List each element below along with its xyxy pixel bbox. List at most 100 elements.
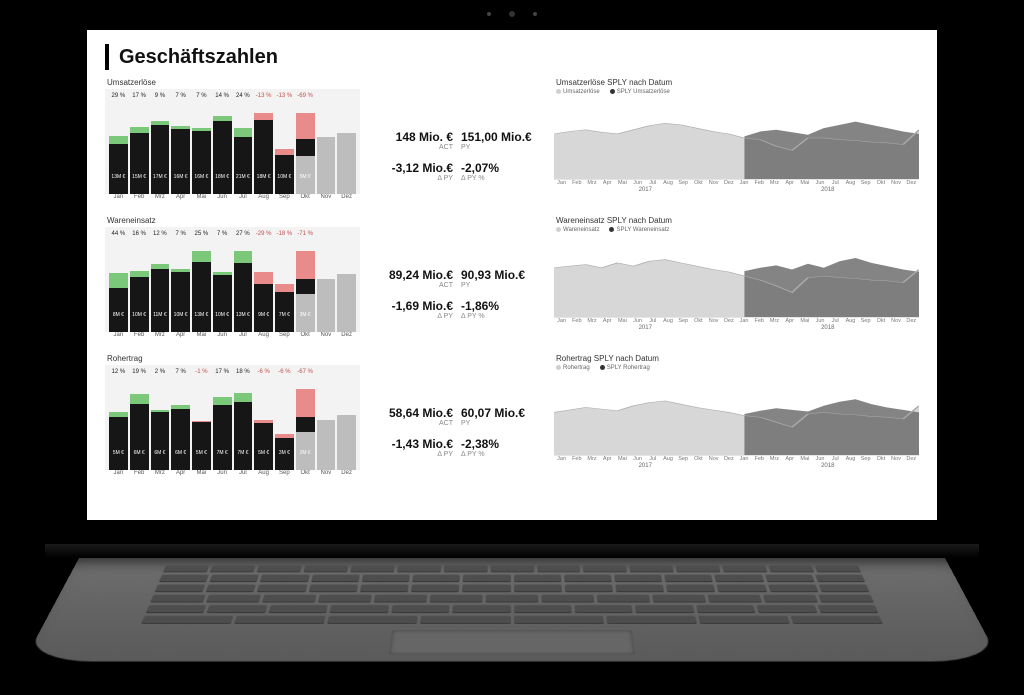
key[interactable] (514, 615, 604, 624)
key[interactable] (614, 574, 663, 582)
key[interactable] (790, 615, 883, 624)
key[interactable] (606, 615, 697, 624)
kpi-dpy: -1,43 Mio.€ (372, 437, 453, 451)
bar-col: 7 %16M € (171, 93, 190, 194)
key[interactable] (234, 615, 326, 624)
key[interactable] (564, 574, 612, 582)
key[interactable] (303, 565, 348, 573)
area-chart-waren[interactable]: Wareneinsatz SPLY nach DatumWareneinsatz… (554, 216, 919, 348)
key[interactable] (308, 584, 358, 592)
kpi-umsatz: 148 Mio. €151,00 Mio.€ACTPY-3,12 Mio.€-2… (372, 78, 542, 222)
key[interactable] (490, 565, 534, 573)
key[interactable] (768, 584, 819, 592)
key[interactable] (412, 574, 460, 582)
key[interactable] (207, 605, 267, 613)
key[interactable] (722, 565, 768, 573)
bar-x-axis: JanFebMrzAprMaiJunJulAugSepOktNovDez (105, 470, 360, 476)
key[interactable] (360, 584, 409, 592)
key[interactable] (420, 615, 510, 624)
key[interactable] (209, 574, 259, 582)
key[interactable] (155, 584, 206, 592)
key[interactable] (664, 574, 713, 582)
bar-col: 18 %7M € (234, 369, 253, 470)
key[interactable] (141, 615, 234, 624)
key[interactable] (698, 615, 790, 624)
area-chart-rohertrag[interactable]: Rohertrag SPLY nach DatumRohertragSPLY R… (554, 354, 919, 486)
key[interactable] (818, 584, 869, 592)
key[interactable] (362, 574, 411, 582)
key[interactable] (260, 574, 309, 582)
trackpad[interactable] (389, 630, 635, 654)
key[interactable] (163, 565, 209, 573)
key[interactable] (256, 565, 302, 573)
bar-chart-waren[interactable]: Wareneinsatz44 %8M €16 %10M €12 %11M €7 … (105, 216, 360, 348)
key[interactable] (696, 605, 756, 613)
key[interactable] (574, 605, 633, 613)
key[interactable] (564, 584, 613, 592)
key[interactable] (330, 605, 389, 613)
key[interactable] (374, 594, 428, 602)
key[interactable] (818, 594, 874, 602)
bar-col: 7 %6M € (171, 369, 190, 470)
bar-chart-rohertrag[interactable]: Rohertrag12 %5M €19 %6M €2 %6M €7 %6M €-… (105, 354, 360, 486)
bar-col: 9 %17M € (151, 93, 170, 194)
key[interactable] (768, 565, 814, 573)
key[interactable] (514, 584, 562, 592)
key[interactable] (707, 594, 762, 602)
key[interactable] (318, 594, 372, 602)
key[interactable] (430, 594, 483, 602)
key[interactable] (311, 574, 360, 582)
key[interactable] (815, 565, 861, 573)
key[interactable] (714, 574, 763, 582)
hinge (45, 544, 979, 558)
key[interactable] (268, 605, 328, 613)
key[interactable] (443, 565, 487, 573)
key[interactable] (159, 574, 209, 582)
key[interactable] (463, 574, 511, 582)
key[interactable] (206, 594, 261, 602)
kpi-dpy: -1,69 Mio.€ (372, 299, 453, 313)
kpi-dpy-label: Δ PY (372, 451, 453, 458)
bar-col: 12 %11M € (151, 231, 170, 332)
key[interactable] (615, 584, 664, 592)
key[interactable] (763, 594, 818, 602)
key[interactable] (262, 594, 317, 602)
bar-chart-title: Wareneinsatz (107, 216, 360, 225)
bar-chart-umsatz[interactable]: Umsatzerlöse29 %13M €17 %15M €9 %17M €7 … (105, 78, 360, 210)
key[interactable] (486, 594, 539, 602)
key[interactable] (583, 565, 627, 573)
key[interactable] (150, 594, 206, 602)
key[interactable] (327, 615, 418, 624)
key[interactable] (635, 605, 694, 613)
kpi-py: 90,93 Mio.€ (461, 268, 542, 282)
key[interactable] (514, 574, 562, 582)
key[interactable] (462, 584, 510, 592)
key[interactable] (717, 584, 767, 592)
key[interactable] (629, 565, 674, 573)
key[interactable] (757, 605, 817, 613)
key[interactable] (815, 574, 865, 582)
key[interactable] (397, 565, 441, 573)
key[interactable] (210, 565, 256, 573)
key[interactable] (206, 584, 257, 592)
key[interactable] (676, 565, 721, 573)
bar-col: 12 %5M € (109, 369, 128, 470)
key[interactable] (817, 605, 878, 613)
key[interactable] (666, 584, 716, 592)
key[interactable] (350, 565, 395, 573)
key[interactable] (391, 605, 450, 613)
key[interactable] (452, 605, 510, 613)
bar-col: 7 %10M € (213, 231, 232, 332)
key[interactable] (257, 584, 307, 592)
key[interactable] (652, 594, 706, 602)
key[interactable] (597, 594, 651, 602)
key[interactable] (765, 574, 815, 582)
key[interactable] (541, 594, 594, 602)
key[interactable] (411, 584, 460, 592)
key[interactable] (537, 565, 581, 573)
key[interactable] (146, 605, 207, 613)
area-chart-umsatz[interactable]: Umsatzerlöse SPLY nach DatumUmsatzerlöse… (554, 78, 919, 210)
key[interactable] (514, 605, 572, 613)
title-row: Geschäftszahlen (105, 44, 919, 70)
bar-col (317, 231, 336, 332)
